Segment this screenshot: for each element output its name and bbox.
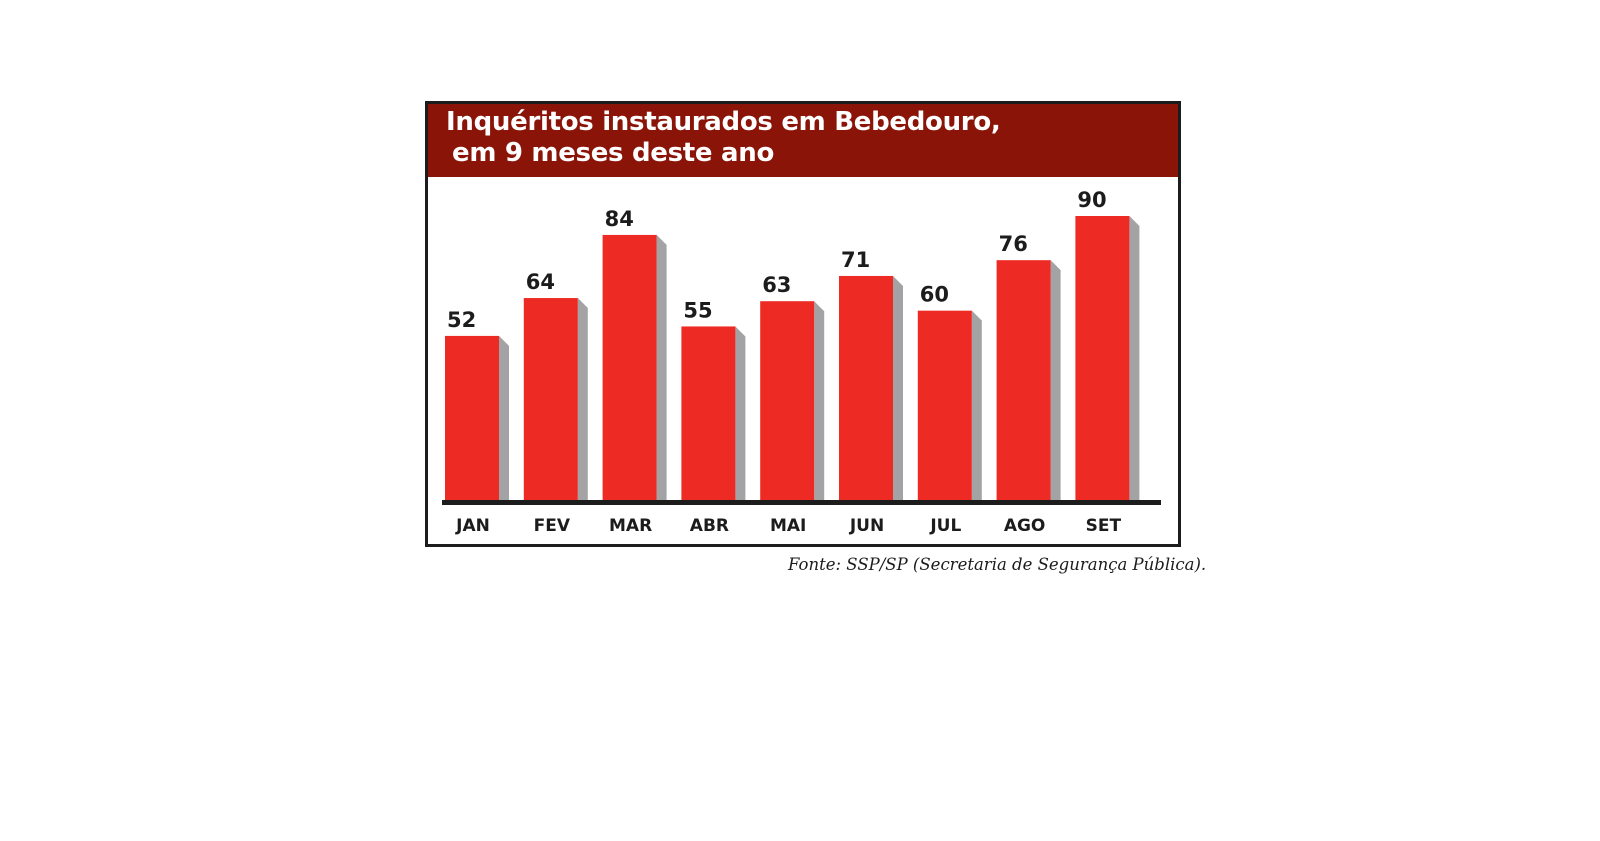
x-tick-label-set: SET	[1086, 516, 1122, 536]
chart-frame: Inquéritos instaurados em Bebedouro, em …	[425, 101, 1181, 547]
data-label-jan: 52	[447, 308, 476, 332]
source-note: Fonte: SSP/SP (Secretaria de Segurança P…	[788, 555, 1207, 574]
data-label-jun: 71	[841, 248, 870, 272]
data-label-ago: 76	[999, 232, 1028, 256]
x-tick-label-abr: ABR	[690, 516, 729, 536]
bar-jan	[445, 335, 499, 500]
chart-title-line-2: em 9 meses deste ano	[452, 138, 775, 168]
bar-set	[1075, 216, 1130, 500]
data-label-mai: 63	[762, 273, 791, 297]
data-label-fev: 64	[526, 270, 555, 294]
bar-shadow-mai	[814, 301, 825, 500]
bar-abr	[681, 326, 736, 500]
bar-shadow-ago	[1050, 260, 1061, 500]
x-tick-label-jun: JUN	[849, 516, 884, 536]
x-tick-label-fev: FEV	[534, 516, 571, 536]
bar-shadow-abr	[735, 326, 746, 500]
bar-mai	[760, 301, 815, 500]
x-tick-label-mai: MAI	[770, 516, 806, 536]
x-axis-line	[442, 500, 1161, 505]
bar-shadow-fev	[577, 298, 588, 500]
bar-shadow-jul	[971, 310, 982, 500]
data-label-set: 90	[1077, 188, 1106, 212]
x-tick-label-jan: JAN	[455, 516, 490, 536]
data-label-jul: 60	[920, 283, 949, 307]
bar-shadow-jun	[893, 275, 903, 500]
bar-chart: 52 JAN 64 FEV 84 MAR 55 ABR 63 MAI 71 JUN 60 JUL 76 AGO…	[442, 188, 1161, 536]
bar-ago	[996, 260, 1051, 500]
bar-mar	[602, 234, 657, 500]
x-tick-label-mar: MAR	[609, 516, 652, 536]
bar-jun	[839, 275, 893, 500]
bar-shadow-set	[1129, 216, 1140, 500]
bar-fev	[523, 298, 578, 500]
x-tick-label-jul: JUL	[929, 516, 961, 536]
chart-title-line-1: Inquéritos instaurados em Bebedouro,	[446, 107, 1001, 137]
data-label-mar: 84	[605, 207, 634, 231]
chart-header: Inquéritos instaurados em Bebedouro, em …	[428, 104, 1178, 177]
bar-shadow-mar	[656, 234, 667, 500]
bar-jul	[917, 310, 972, 500]
bar-shadow-jan	[499, 335, 509, 500]
data-label-abr: 55	[683, 298, 712, 322]
x-tick-label-ago: AGO	[1004, 516, 1046, 536]
